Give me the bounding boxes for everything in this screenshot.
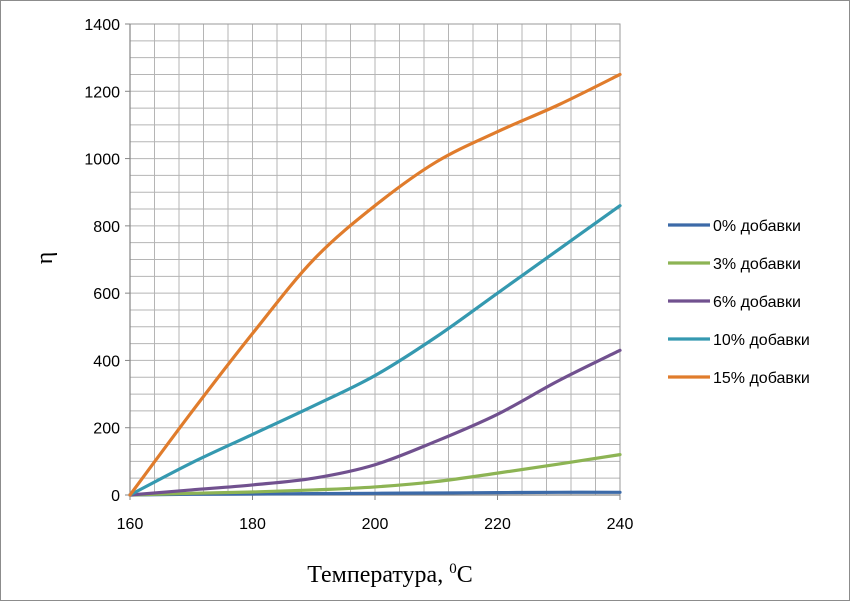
x-axis-title-superscript: 0 [449,561,457,577]
legend-label: 15% добавки [713,370,810,387]
x-tick-label: 240 [607,516,634,533]
y-tick-label: 1400 [84,17,120,34]
x-axis-ticks: 160 180 200 220 240 [117,495,634,533]
y-tick-label: 1200 [84,84,120,101]
legend: 0% добавки 3% добавки 6% добавки 10% добавк… [668,218,810,387]
x-tick-label: 200 [362,516,389,533]
series-lines [128,72,622,497]
series-line [128,453,622,497]
legend-label: 0% добавки [713,218,801,235]
grid-lines [130,24,620,495]
legend-label: 3% добавки [713,256,801,273]
y-tick-label: 800 [93,219,120,236]
x-tick-label: 220 [484,516,511,533]
y-tick-label: 400 [93,353,120,370]
x-axis-title-unit: С [457,562,473,588]
x-axis-title: Температура, 0С [307,561,472,588]
y-axis-ticks: 0 200 400 600 800 1000 1200 1400 [84,17,130,505]
legend-label: 10% добавки [713,332,810,349]
y-tick-label: 200 [93,421,120,438]
series-line [128,348,622,497]
x-tick-label: 160 [117,516,144,533]
series-line [128,204,622,497]
y-axis-title: η [32,252,58,265]
x-tick-label: 180 [239,516,266,533]
legend-label: 6% добавки [713,294,801,311]
y-tick-label: 600 [93,286,120,303]
series-line [128,72,622,497]
y-tick-label: 0 [111,488,120,505]
x-axis-title-text: Температура, [307,562,449,588]
y-tick-label: 1000 [84,152,120,169]
